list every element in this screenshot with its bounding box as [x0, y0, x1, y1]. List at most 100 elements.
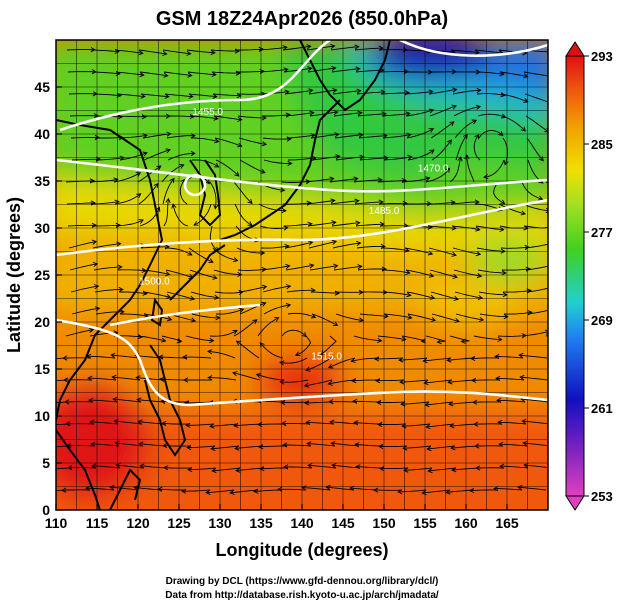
streamline	[326, 486, 355, 491]
streamline-arrowhead	[141, 114, 147, 120]
streamline	[354, 201, 383, 205]
streamline	[284, 89, 313, 95]
streamline	[519, 354, 548, 359]
streamline-arrowhead	[91, 463, 97, 469]
streamline	[429, 105, 457, 117]
streamline	[471, 379, 501, 381]
streamline	[383, 313, 412, 319]
streamline	[350, 487, 379, 491]
streamline-arrowhead	[354, 198, 360, 204]
streamline-arrowhead	[61, 487, 67, 493]
streamline-arrowhead	[62, 355, 68, 361]
streamline-arrowhead	[521, 418, 527, 424]
streamline-arrowhead	[475, 465, 481, 471]
streamline-arrowhead	[519, 374, 525, 381]
streamline-arrowhead	[93, 284, 100, 290]
streamline-arrowhead	[157, 486, 163, 492]
streamline	[70, 285, 99, 293]
streamline	[358, 135, 387, 139]
streamline	[188, 467, 217, 471]
streamline-arrowhead	[209, 423, 215, 429]
y-tick-label: 10	[34, 408, 50, 424]
streamline	[185, 335, 214, 342]
streamline-arrowhead	[446, 357, 452, 363]
streamline-arrowhead	[306, 200, 312, 206]
streamline	[407, 313, 436, 321]
streamline-arrowhead	[187, 72, 193, 78]
streamline-arrowhead	[139, 72, 145, 78]
streamline	[332, 242, 361, 249]
streamline	[379, 467, 409, 470]
streamline	[162, 49, 191, 55]
streamline-arrowhead	[156, 165, 162, 171]
contour-label: 1455.0	[192, 107, 223, 118]
streamline	[258, 46, 287, 51]
x-tick-label: 125	[167, 515, 191, 531]
streamline-arrowhead	[205, 489, 211, 496]
streamline-arrowhead	[427, 468, 433, 474]
streamline	[138, 183, 159, 205]
streamline-arrowhead	[401, 423, 407, 429]
y-tick-label: 15	[34, 361, 50, 377]
streamline	[308, 464, 337, 469]
streamline	[352, 400, 382, 403]
streamline	[56, 467, 73, 470]
streamline-arrowhead	[259, 342, 265, 348]
streamline-arrowhead	[133, 485, 139, 491]
streamline	[330, 46, 359, 51]
streamline-arrowhead	[190, 317, 197, 323]
x-tick-label: 150	[372, 515, 396, 531]
streamline-arrowhead	[452, 273, 458, 279]
streamline	[233, 181, 253, 204]
streamline-arrowhead	[470, 355, 476, 362]
streamline-arrowhead	[523, 462, 529, 468]
streamline	[307, 221, 336, 227]
streamline	[185, 423, 215, 426]
streamline-arrowhead	[405, 269, 411, 275]
colorbar-tick-label: 269	[591, 313, 613, 328]
streamline-arrowhead	[471, 119, 478, 125]
streamline	[472, 401, 502, 403]
streamline-arrowhead	[237, 271, 243, 278]
streamline	[493, 181, 505, 205]
streamline-arrowhead	[358, 132, 364, 138]
streamline-arrowhead	[501, 270, 507, 276]
streamline	[355, 443, 384, 447]
streamline-arrowhead	[331, 65, 337, 72]
streamline	[331, 442, 360, 447]
streamline-arrowhead	[353, 176, 359, 182]
streamline	[114, 193, 141, 205]
streamline-arrowhead	[474, 199, 480, 205]
streamline	[112, 376, 141, 381]
streamline	[95, 157, 124, 161]
streamline	[353, 335, 382, 342]
streamline	[189, 115, 218, 120]
streamline	[233, 319, 258, 337]
streamline	[476, 247, 505, 252]
streamline	[430, 291, 459, 300]
streamline-arrowhead	[213, 115, 219, 121]
contour-1500b	[109, 303, 261, 327]
streamline-arrowhead	[67, 465, 73, 471]
streamline	[137, 165, 162, 183]
streamline	[359, 291, 388, 293]
streamline	[330, 200, 359, 205]
streamline	[236, 70, 265, 73]
streamline	[61, 489, 91, 491]
streamline	[261, 265, 290, 271]
streamline	[262, 285, 291, 293]
y-axis: 0 5 10 15 20 25 30 35 40 45	[34, 79, 62, 518]
contour-1500	[56, 318, 548, 407]
streamline	[475, 71, 504, 75]
streamline-arrowhead	[137, 419, 143, 425]
streamline	[398, 489, 427, 493]
streamline	[478, 129, 504, 139]
streamline	[499, 225, 528, 229]
streamline	[214, 137, 242, 147]
streamline	[234, 203, 253, 226]
streamline	[188, 247, 214, 263]
streamline	[497, 399, 526, 403]
streamline-arrowhead	[310, 313, 317, 319]
streamline-arrowhead	[500, 92, 506, 98]
streamline-arrowhead	[493, 486, 499, 492]
